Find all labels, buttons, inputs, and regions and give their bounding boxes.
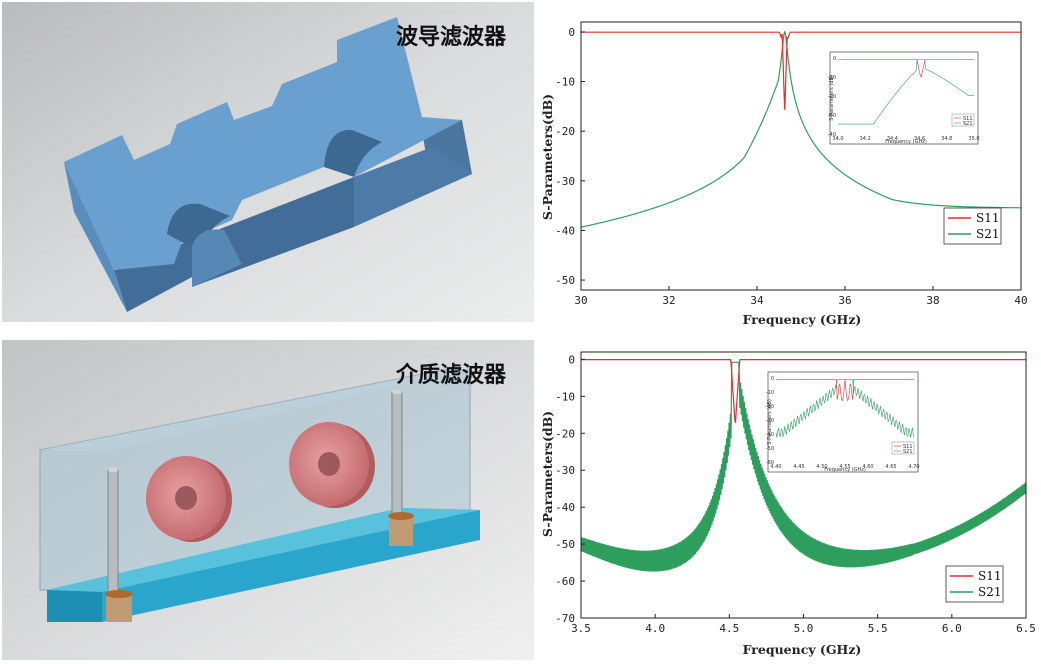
inset-frame <box>829 51 979 145</box>
inset-x-tick-label: 4.50 <box>816 464 827 470</box>
y-tick-label: -10 <box>555 390 575 403</box>
series-s11-line <box>581 359 1026 424</box>
chart-waveguide-ylabel: S-Parameters(dB) <box>540 94 555 220</box>
inset-x-tick-label: 4.55 <box>839 464 850 470</box>
waveguide-filter-model <box>2 2 534 322</box>
inset-x-tick-label: 4.70 <box>908 464 919 470</box>
series-s21-line <box>580 30 1021 228</box>
inset-y-tick-label: -50 <box>766 446 774 452</box>
x-tick-label: 4.5 <box>719 622 739 635</box>
x-tick-label: 5.5 <box>868 622 888 635</box>
chart-dielectric-xlabel: Frequency (GHz) <box>743 642 862 657</box>
y-tick-label: -30 <box>555 175 575 188</box>
legend-label-s21: S21 <box>978 585 1002 599</box>
inset-series-s21 <box>838 59 974 125</box>
inset-legend-label: S11 <box>963 116 973 122</box>
inset-y-tick-label: -30 <box>828 113 836 119</box>
series-s11-line <box>581 31 1021 110</box>
inset-y-tick-label: -30 <box>766 418 774 424</box>
plot-frame <box>580 21 1022 291</box>
inset-legend-label: S11 <box>903 444 913 450</box>
waveguide-filter-title: 波导滤波器 <box>396 25 507 50</box>
y-tick-label: -30 <box>555 464 575 477</box>
x-tick-label: 34 <box>750 294 764 307</box>
y-tick-label: -50 <box>555 538 575 551</box>
legend-label-s11: S11 <box>978 569 1002 583</box>
chart-waveguide-legend: S11 S21 <box>943 207 1002 245</box>
inset-x-tick-label: 34.6 <box>914 136 925 142</box>
inset-frame <box>767 371 919 473</box>
y-tick-label: -40 <box>555 501 575 514</box>
inset-series-s11 <box>838 59 974 78</box>
y-tick-label: 0 <box>568 353 575 366</box>
inset-x-tick-label: 34.0 <box>832 136 843 142</box>
chart-dielectric: 4.40 4.45 4.50 4.55 4.60 4.65 4.70 0 -10 -20 -30 -4… <box>536 334 1036 662</box>
inset-x-tick-label: 35.0 <box>968 136 979 142</box>
inset-y-tick-label: -20 <box>766 404 774 410</box>
inset-ylabel: S-Parameters (dB) <box>767 399 773 445</box>
y-tick-label: -50 <box>555 274 575 287</box>
dielectric-filter-model <box>2 340 534 660</box>
inset-y-tick-label: -40 <box>828 132 836 138</box>
inset-y-tick-label: -10 <box>766 390 774 396</box>
dielectric-filter-render: 介质滤波器 <box>2 340 534 660</box>
inset-x-tick-label: 4.40 <box>770 464 781 470</box>
legend-label-s11: S11 <box>976 211 1000 225</box>
inset-x-tick-label: 34.8 <box>941 136 952 142</box>
y-tick-label: 0 <box>568 26 575 39</box>
chart-dielectric-svg: 4.40 4.45 4.50 4.55 4.60 4.65 4.700-10-20-30-4… <box>536 334 1036 662</box>
inset-series-s11 <box>776 379 914 402</box>
chart-dielectric-legend: S11 S21 <box>945 565 1004 603</box>
inset-y-tick-label: -20 <box>828 94 836 100</box>
chart-waveguide-xlabel: Frequency (GHz) <box>743 312 862 327</box>
y-tick-label: -10 <box>555 76 575 89</box>
series-s21-line <box>580 361 1027 572</box>
x-tick-label: 40 <box>1014 294 1027 307</box>
inset-x-tick-label: 4.60 <box>862 464 873 470</box>
chart-waveguide: 34.0 34.2 34.4 34.6 34.8 35.0 0 -10 -20 -30 -40 Fre… <box>536 2 1036 332</box>
y-tick-label: -20 <box>555 125 575 138</box>
x-tick-label: 32 <box>662 294 675 307</box>
inset-xlabel: Frequency (GHz) <box>885 139 927 145</box>
inset-x-tick-label: 4.65 <box>885 464 896 470</box>
inset-xlabel: Frequency (GHz) <box>824 467 866 473</box>
inset-y-tick-label: -10 <box>828 75 836 81</box>
x-tick-label: 6.0 <box>942 622 962 635</box>
x-tick-label: 3.5 <box>571 622 591 635</box>
x-tick-label: 36 <box>838 294 851 307</box>
x-tick-label: 5.0 <box>794 622 814 635</box>
chart-dielectric-ylabel: S-Parameters(dB) <box>540 411 555 537</box>
inset-x-tick-label: 4.45 <box>793 464 804 470</box>
inset-y-tick-label: -60 <box>766 460 774 466</box>
waveguide-filter-render: 波导滤波器 <box>2 2 534 322</box>
y-tick-label: -40 <box>555 224 575 237</box>
dielectric-filter-title: 介质滤波器 <box>396 363 507 388</box>
inset-legend-label: S21 <box>903 449 913 455</box>
legend-label-s21: S21 <box>976 227 1000 241</box>
inset-x-tick-label: 34.2 <box>860 136 871 142</box>
y-tick-label: -20 <box>555 427 575 440</box>
inset-y-tick-label: 0 <box>833 56 836 62</box>
inset-y-tick-label: -40 <box>766 432 774 438</box>
inset-ylabel: S-Parameters (dB) <box>829 75 835 121</box>
x-tick-label: 38 <box>926 294 939 307</box>
inset-legend-label: S21 <box>963 121 973 127</box>
x-tick-label: 4.0 <box>645 622 665 635</box>
x-tick-label: 30 <box>574 294 587 307</box>
y-tick-label: -70 <box>555 612 575 625</box>
inset-x-tick-label: 34.4 <box>887 136 898 142</box>
inset-y-tick-label: 0 <box>771 376 774 382</box>
x-tick-label: 6.5 <box>1016 622 1036 635</box>
y-tick-label: -60 <box>555 575 575 588</box>
chart-waveguide-svg: 34.0 34.2 34.4 34.6 34.8 35.0 0 -10 -20 -30 -40 Fre… <box>536 2 1036 332</box>
